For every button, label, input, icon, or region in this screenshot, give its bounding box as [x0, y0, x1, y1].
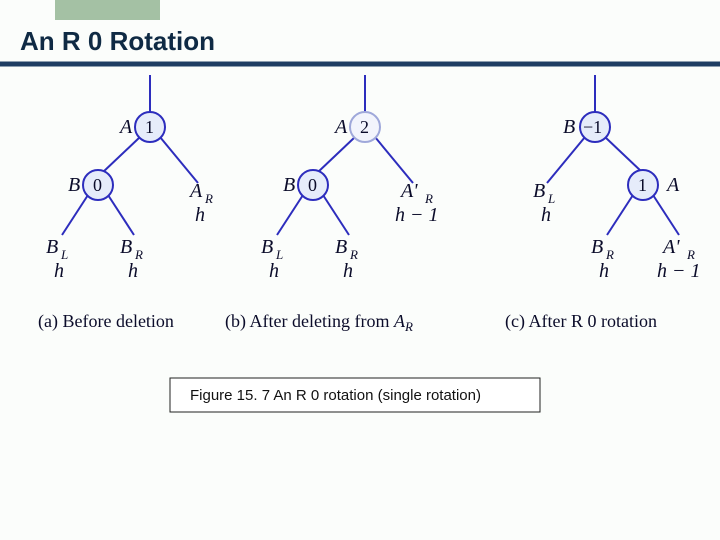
svg-text:h: h [599, 260, 609, 282]
svg-text:−1: −1 [583, 117, 602, 137]
caption-a: (a) Before deletion [38, 311, 174, 332]
svg-text:A: A [333, 116, 348, 138]
svg-text:2: 2 [360, 117, 369, 137]
leaf-ar: A R h [188, 180, 213, 226]
svg-text:B: B [68, 174, 80, 196]
leaf-bl3: B L h [533, 180, 555, 226]
svg-text:B: B [591, 236, 603, 258]
tree-c: B −1 B L h 1 A B R h A' R h − 1 (c) Afte… [505, 75, 701, 332]
figure-caption-text: Figure 15. 7 An R 0 rotation (single rot… [190, 387, 481, 404]
caption-c: (c) After R 0 rotation [505, 311, 657, 332]
svg-text:B: B [120, 236, 132, 258]
svg-text:B: B [563, 116, 575, 138]
accent-block [55, 0, 160, 20]
svg-text:h: h [343, 260, 353, 282]
svg-text:A: A [188, 180, 203, 202]
svg-text:A': A' [399, 180, 418, 202]
leaf-br2: B R h [335, 236, 358, 282]
svg-text:B: B [335, 236, 347, 258]
svg-text:h: h [128, 260, 138, 282]
svg-text:A: A [665, 174, 680, 196]
svg-text:A: A [118, 116, 133, 138]
svg-text:h − 1: h − 1 [657, 260, 701, 282]
svg-text:0: 0 [308, 175, 317, 195]
leaf-br: B R h [120, 236, 143, 282]
svg-text:1: 1 [638, 175, 647, 195]
svg-text:h: h [195, 204, 205, 226]
slide-title: An R 0 Rotation [20, 26, 215, 56]
svg-text:h: h [269, 260, 279, 282]
caption-b: (b) After deleting from AR [225, 311, 413, 334]
svg-text:A': A' [661, 236, 680, 258]
svg-text:h − 1: h − 1 [395, 204, 439, 226]
svg-text:B: B [533, 180, 545, 202]
tree-b: A 2 B 0 A' R h − 1 B L h B R h (b) After… [225, 75, 439, 334]
svg-text:B: B [283, 174, 295, 196]
leaf-bl2: B L h [261, 236, 283, 282]
leaf-arp3: A' R h − 1 [657, 236, 701, 282]
leaf-arp: A' R h − 1 [395, 180, 439, 226]
svg-text:R: R [204, 191, 213, 206]
svg-text:B: B [261, 236, 273, 258]
leaf-br3: B R h [591, 236, 614, 282]
svg-text:h: h [541, 204, 551, 226]
tree-a: A 1 B 0 A R h B L h B R h (a) Before del… [38, 75, 213, 332]
svg-text:B: B [46, 236, 58, 258]
leaf-bl: B L h [46, 236, 68, 282]
svg-text:1: 1 [145, 117, 154, 137]
svg-text:h: h [54, 260, 64, 282]
svg-text:0: 0 [93, 175, 102, 195]
